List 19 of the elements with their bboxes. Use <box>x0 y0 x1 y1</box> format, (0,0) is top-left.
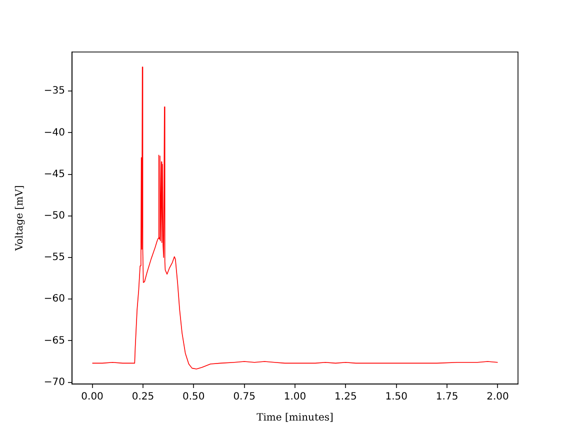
y-tick-label: −45 <box>44 168 65 180</box>
y-tick-label: −50 <box>44 210 65 222</box>
x-tick-label: 2.00 <box>486 392 509 403</box>
x-tick-label: 0.75 <box>233 392 256 403</box>
y-axis-title: Voltage [mV] <box>14 185 26 252</box>
x-tick-label: 0.50 <box>182 392 205 403</box>
x-axis-title: Time [minutes] <box>256 412 334 424</box>
x-tick-label: 1.25 <box>334 392 357 403</box>
y-tick-label: −70 <box>44 376 65 388</box>
x-tick-label: 1.00 <box>284 392 306 403</box>
x-tick-label: 0.25 <box>132 392 154 403</box>
y-tick-label: −40 <box>44 127 65 138</box>
y-tick-label: −60 <box>44 294 65 305</box>
x-tick-label: 1.50 <box>385 392 408 403</box>
y-tick-label: −35 <box>44 86 65 97</box>
x-tick-label: 1.75 <box>436 392 458 403</box>
y-tick-label: −65 <box>44 335 65 346</box>
x-tick-label: 0.00 <box>81 392 104 403</box>
y-tick-label: −55 <box>44 252 65 264</box>
